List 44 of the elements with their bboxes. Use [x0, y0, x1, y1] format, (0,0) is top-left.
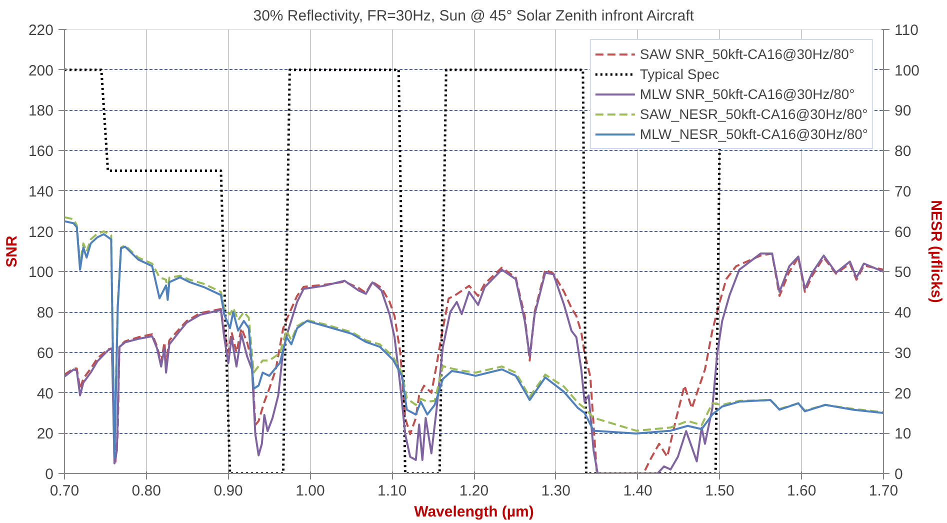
y-tick-label: 120	[28, 224, 54, 241]
y-tick-label: 20	[36, 426, 54, 443]
x-tick-label: 1.00	[296, 482, 325, 500]
x-tick-label: 0.90	[214, 482, 243, 500]
x-tick-label: 1.60	[787, 482, 816, 500]
y2-tick-label: 110	[894, 22, 918, 39]
y-axis-title: SNR	[3, 236, 20, 268]
y2-tick-label: 90	[894, 102, 912, 120]
y2-tick-label: 30	[894, 344, 912, 362]
y-tick-label: 160	[28, 143, 54, 160]
legend-label: Typical Spec	[640, 66, 720, 82]
y2-tick-label: 0	[894, 466, 903, 483]
x-tick-label: 1.40	[623, 482, 652, 500]
x-tick-label: 1.50	[705, 482, 734, 500]
y-tick-label: 140	[28, 183, 54, 200]
y-tick-label: 180	[28, 102, 54, 120]
y2-tick-label: 80	[894, 143, 912, 160]
y-tick-label: 40	[36, 385, 54, 402]
x-tick-label: 0.80	[132, 482, 162, 500]
y2-axis-title: NESR (µflicks)	[928, 200, 945, 303]
y2-tick-label: 10	[894, 426, 912, 443]
y-tick-label: 80	[36, 304, 54, 322]
x-tick-label: 1.10	[378, 482, 407, 500]
y2-tick-label: 20	[894, 385, 912, 402]
x-axis-title: Wavelength (µm)	[414, 504, 534, 520]
x-tick-label: 1.20	[459, 482, 489, 500]
legend-label: MLW_NESR_50kft-CA16@30Hz/80°	[640, 126, 868, 142]
x-tick-label: 1.70	[868, 482, 898, 500]
x-tick-label: 0.70	[50, 482, 80, 500]
x-tick-label: 1.30	[541, 482, 571, 500]
y-tick-label: 200	[28, 62, 54, 80]
y-tick-label: 0	[45, 466, 54, 483]
y2-tick-label: 60	[894, 224, 912, 241]
legend-label: MLW SNR_50kft-CA16@30Hz/80°	[640, 86, 855, 102]
y-tick-label: 220	[28, 22, 54, 39]
y2-tick-label: 40	[894, 304, 912, 322]
legend-label: SAW_NESR_50kft-CA16@30Hz/80°	[640, 106, 868, 122]
y2-tick-label: 70	[894, 183, 912, 200]
y2-tick-label: 100	[894, 62, 920, 80]
legend-label: SAW SNR_50kft-CA16@30Hz/80°	[640, 46, 854, 62]
chart-title: 30% Reflectivity, FR=30Hz, Sun @ 45° Solar Zenith infront Aircraft	[253, 8, 695, 24]
y2-tick-label: 50	[894, 264, 912, 282]
y-tick-label: 60	[36, 344, 54, 362]
y-tick-label: 100	[28, 264, 54, 282]
